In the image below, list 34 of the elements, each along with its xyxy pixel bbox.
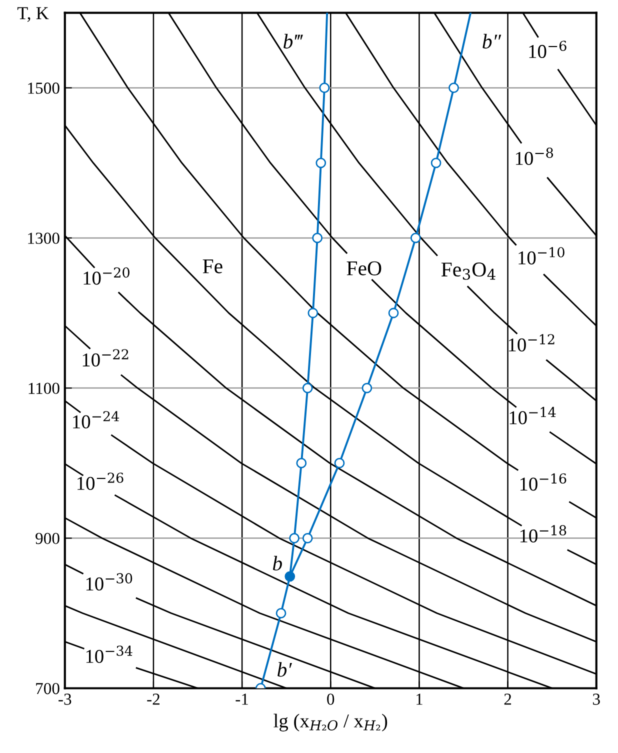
x-axis-title: lg (x$_{H₂O}$ / x$_{H₂}$) xyxy=(274,714,388,732)
series-label: 10$^{−14}$ xyxy=(510,406,556,424)
y-tick-label: 700 xyxy=(36,682,60,694)
series-label: 10$^{−8}$ xyxy=(516,148,554,165)
series-label: 10$^{−26}$ xyxy=(78,472,124,490)
series-label: 10$^{−24}$ xyxy=(73,411,120,428)
x-tick-label: -3 xyxy=(58,694,72,705)
y-axis-title: T, K xyxy=(17,7,49,22)
annotation: FeO xyxy=(346,261,382,276)
annotation: b‴ xyxy=(284,34,303,49)
series-label: 10$^{−12}$ xyxy=(508,334,554,352)
annotation: b″ xyxy=(482,34,502,49)
series-label: 10$^{−22}$ xyxy=(82,349,128,367)
y-tick-label: 1100 xyxy=(28,382,60,394)
y-tick-label: 1300 xyxy=(28,232,60,244)
annotation: Fe$_{3}$O$_{4}$ xyxy=(441,262,496,280)
series-label: 10$^{−18}$ xyxy=(520,525,566,542)
x-tick-label: 3 xyxy=(593,694,600,705)
series-label: 10$^{−30}$ xyxy=(86,573,132,591)
y-tick-label: 900 xyxy=(36,532,60,544)
x-tick-label: -1 xyxy=(236,694,248,705)
series-label: 10$^{−20}$ xyxy=(84,267,130,285)
series-label: 10$^{−34}$ xyxy=(86,646,132,663)
annotation: Fe xyxy=(202,259,222,274)
x-tick-label: 0 xyxy=(327,694,334,705)
series-label: 10$^{−10}$ xyxy=(518,247,564,264)
y-tick-label: 1500 xyxy=(28,82,60,94)
series-label: 10$^{−16}$ xyxy=(520,473,566,491)
x-tick-label: 2 xyxy=(504,694,512,705)
series-label: 10$^{−6}$ xyxy=(529,40,566,58)
annotation: b′ xyxy=(278,662,292,677)
x-tick-label: 1 xyxy=(416,694,422,705)
x-tick-label: -2 xyxy=(147,694,160,705)
annotation: b xyxy=(272,556,282,571)
